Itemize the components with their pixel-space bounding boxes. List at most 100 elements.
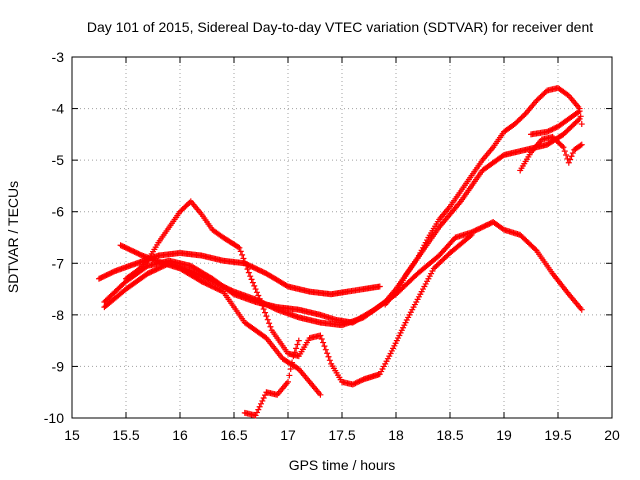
data-point <box>253 409 260 416</box>
x-tick-label: 16 <box>172 427 188 443</box>
x-tick-label: 17.5 <box>328 427 355 443</box>
data-point <box>577 142 584 149</box>
y-tick-label: -7 <box>52 255 65 271</box>
y-axis-label: SDTVAR / TECUs <box>5 181 21 293</box>
series-track-6 <box>241 337 302 419</box>
y-tick-label: -3 <box>52 49 65 65</box>
x-tick-label: 18.5 <box>436 427 463 443</box>
data-point <box>549 126 556 133</box>
data-point <box>262 334 269 341</box>
data-point <box>249 279 256 286</box>
series-track-7 <box>382 84 585 308</box>
data-point <box>552 124 559 131</box>
data-point <box>293 345 300 352</box>
series-track-9 <box>528 108 583 138</box>
y-tick-label: -8 <box>52 307 65 323</box>
data-point <box>324 350 331 357</box>
data-point <box>577 113 584 120</box>
y-tick-label: -9 <box>52 358 65 374</box>
data-point <box>545 128 552 135</box>
data-point <box>252 286 259 293</box>
x-tick-label: 19 <box>496 427 512 443</box>
series-track-2 <box>101 219 585 326</box>
data-point <box>521 112 528 119</box>
data-point <box>565 159 572 166</box>
data-point <box>546 127 553 134</box>
data-point <box>243 262 250 269</box>
data-point <box>258 298 264 305</box>
data-point <box>294 341 301 348</box>
y-axis-ticks: -3 -4 -5 -6 -7 -8 -9 -10 <box>44 49 612 426</box>
x-tick-label: 17 <box>280 427 296 443</box>
data-point <box>567 156 574 163</box>
y-tick-label: -5 <box>52 152 65 168</box>
grid <box>72 57 612 418</box>
data-point <box>322 346 329 353</box>
data-point <box>544 128 551 135</box>
series-track-8 <box>517 133 585 174</box>
data-point <box>237 248 244 255</box>
data-point <box>326 357 333 364</box>
data-point <box>263 313 270 320</box>
x-tick-label: 20 <box>604 427 620 443</box>
x-tick-label: 15 <box>64 427 80 443</box>
data-point <box>286 372 293 379</box>
x-tick-label: 19.5 <box>544 427 571 443</box>
data-point <box>317 332 324 339</box>
data-point <box>561 148 568 155</box>
data-point <box>291 349 298 356</box>
data-point <box>259 397 266 404</box>
data-point <box>318 336 325 343</box>
data-point <box>325 353 332 360</box>
y-tick-label: -6 <box>52 204 65 220</box>
y-tick-label: -4 <box>52 101 65 117</box>
data-point <box>532 246 539 253</box>
x-tick-label: 16.5 <box>220 427 247 443</box>
data-point <box>568 153 575 160</box>
data-point <box>287 366 294 373</box>
data-point <box>569 150 576 157</box>
data-point <box>235 244 242 251</box>
data-point <box>252 412 259 419</box>
data-point <box>143 258 150 265</box>
data-point <box>353 379 360 386</box>
x-tick-label: 15.5 <box>112 427 139 443</box>
data-point <box>247 273 254 280</box>
data-point <box>550 125 557 132</box>
data-point <box>253 289 260 296</box>
data-point <box>376 283 383 290</box>
data-point <box>321 343 328 350</box>
data-point <box>262 309 269 316</box>
data-point <box>248 276 255 283</box>
data-point <box>245 269 252 276</box>
data-point <box>266 320 273 327</box>
data-point <box>290 353 297 360</box>
data-point <box>559 142 566 149</box>
data-point <box>256 295 263 302</box>
chart-title: Day 101 of 2015, Sidereal Day-to-day VTE… <box>87 19 593 35</box>
data-point <box>560 144 567 151</box>
data-point <box>256 403 263 410</box>
data-point <box>295 337 302 344</box>
data-point <box>320 339 327 346</box>
data-point <box>258 400 264 407</box>
data-point <box>289 359 296 366</box>
data-point <box>244 266 251 273</box>
series-track-5 <box>123 198 475 388</box>
data-point <box>255 292 262 299</box>
series-track-3 <box>101 115 583 329</box>
data-point <box>578 121 585 128</box>
data-point <box>260 395 267 402</box>
data-point <box>236 244 243 251</box>
x-axis-ticks: 15 15.5 16 16.5 17 17.5 18 18.5 19 19.5 20 <box>64 57 620 443</box>
data-point <box>241 258 248 265</box>
data-point <box>578 306 585 313</box>
data-point <box>264 316 271 323</box>
data-point <box>255 406 262 413</box>
x-tick-label: 18 <box>388 427 404 443</box>
data-point <box>575 117 582 124</box>
data-point <box>575 109 582 116</box>
data-point <box>468 231 475 238</box>
data-point <box>259 302 266 309</box>
data-point <box>267 323 274 330</box>
